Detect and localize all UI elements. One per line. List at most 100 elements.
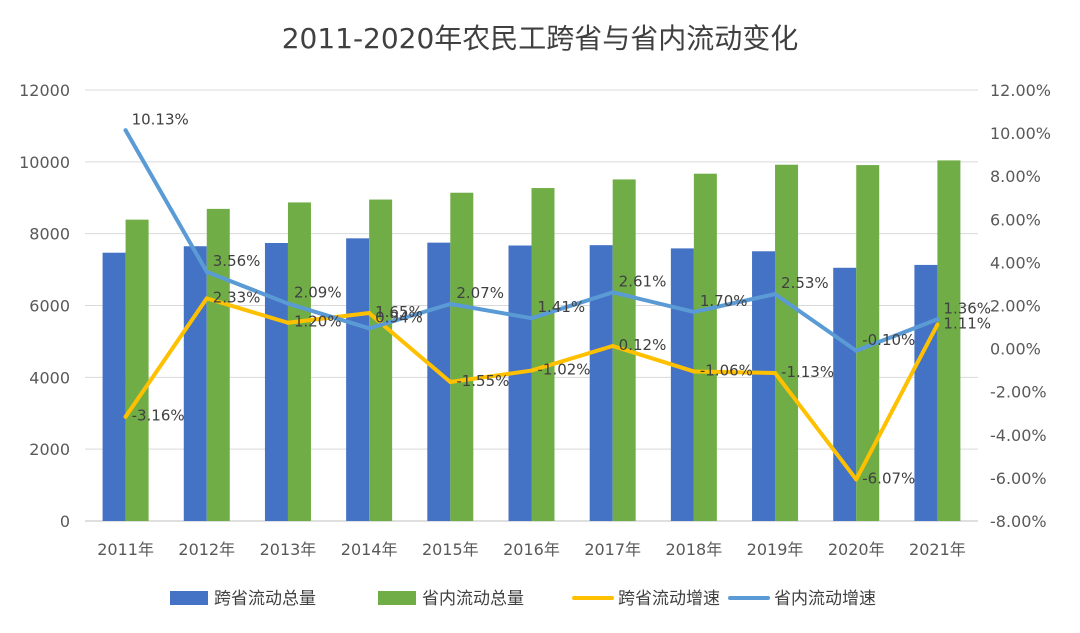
bar-cross-province	[670, 248, 694, 521]
bar-cross-province	[264, 243, 288, 521]
data-label: -1.55%	[456, 372, 509, 390]
data-label: 3.56%	[213, 252, 261, 270]
y-left-tick-label: 6000	[29, 297, 70, 316]
data-label: 2.53%	[781, 274, 829, 292]
bar-intra-province	[856, 165, 880, 521]
data-point	[610, 344, 615, 349]
bar-cross-province	[833, 267, 857, 521]
bar-intra-province	[369, 199, 393, 521]
x-tick-label: 2018年	[665, 540, 722, 559]
data-point	[285, 301, 290, 306]
x-tick-label: 2020年	[828, 540, 885, 559]
data-label: -1.13%	[781, 363, 834, 381]
data-point	[448, 380, 453, 385]
data-label: 1.11%	[943, 315, 991, 333]
y-right-tick-label: 2.00%	[990, 297, 1041, 316]
data-point	[448, 301, 453, 306]
data-point	[204, 296, 209, 301]
bar-intra-province	[775, 164, 799, 521]
data-point	[691, 309, 696, 314]
x-tick-label: 2014年	[341, 540, 398, 559]
y-right-tick-label: -8.00%	[990, 512, 1047, 531]
data-point	[773, 370, 778, 375]
x-tick-label: 2011年	[97, 540, 154, 559]
y-left-tick-label: 4000	[29, 368, 70, 387]
bar-cross-province	[183, 246, 207, 522]
data-label: -0.10%	[862, 331, 915, 349]
data-label: 2.07%	[456, 284, 504, 302]
legend-label: 跨省流动增速	[618, 589, 720, 609]
legend-swatch	[378, 591, 416, 605]
data-point	[529, 316, 534, 321]
y-right-tick-label: -6.00%	[990, 469, 1047, 488]
bar-intra-province	[531, 188, 555, 522]
legend-label: 跨省流动总量	[214, 589, 316, 609]
data-label: 1.20%	[294, 313, 342, 331]
legend-swatch	[170, 591, 208, 605]
data-point	[529, 368, 534, 373]
bar-intra-province	[287, 202, 311, 521]
x-tick-label: 2017年	[584, 540, 641, 559]
bar-cross-province	[427, 242, 451, 522]
x-tick-label: 2012年	[178, 540, 235, 559]
data-label: 2.09%	[294, 284, 342, 302]
data-point	[854, 348, 859, 353]
data-point	[285, 320, 290, 325]
data-point	[123, 414, 128, 419]
y-left-tick-label: 10000	[19, 153, 70, 172]
data-label: 0.12%	[619, 336, 667, 354]
data-label: 1.36%	[943, 299, 991, 317]
y-right-tick-label: 0.00%	[990, 340, 1041, 359]
bar-cross-province	[346, 238, 370, 522]
data-label: -1.02%	[538, 361, 591, 379]
data-label: -3.16%	[132, 407, 185, 425]
bar-intra-province	[206, 208, 230, 522]
bar-cross-province	[752, 251, 776, 521]
bar-intra-province	[693, 173, 717, 521]
data-point	[204, 269, 209, 274]
data-label: 0.94%	[375, 308, 423, 326]
y-right-tick-label: 6.00%	[990, 210, 1041, 229]
data-label: 10.13%	[132, 110, 189, 128]
data-label: 1.70%	[700, 292, 748, 310]
y-left-tick-label: 12000	[19, 81, 70, 100]
x-tick-label: 2013年	[260, 540, 317, 559]
bar-cross-province	[914, 264, 938, 521]
bar-intra-province	[125, 219, 149, 521]
data-label: 2.61%	[619, 272, 667, 290]
y-right-tick-label: 10.00%	[990, 124, 1051, 143]
y-left-tick-label: 8000	[29, 225, 70, 244]
x-tick-label: 2021年	[909, 540, 966, 559]
y-right-tick-label: -2.00%	[990, 383, 1047, 402]
x-tick-label: 2015年	[422, 540, 479, 559]
bar-cross-province	[102, 252, 126, 521]
bar-cross-province	[589, 245, 613, 521]
data-label: 2.33%	[213, 288, 261, 306]
x-tick-label: 2019年	[747, 540, 804, 559]
data-label: 1.41%	[538, 298, 586, 316]
y-right-tick-label: 8.00%	[990, 167, 1041, 186]
data-label: 1.65%	[375, 303, 423, 321]
data-label: -6.07%	[862, 469, 915, 487]
data-point	[691, 369, 696, 374]
legend-label: 省内流动总量	[422, 589, 524, 609]
data-point	[935, 322, 940, 327]
y-left-tick-label: 0	[60, 512, 70, 531]
bar-intra-province	[937, 160, 961, 521]
data-point	[123, 128, 128, 133]
data-point	[773, 292, 778, 297]
data-point	[610, 290, 615, 295]
data-point	[367, 311, 372, 316]
bar-intra-province	[450, 192, 474, 521]
data-point	[367, 326, 372, 331]
chart-title: 2011-2020年农民工跨省与省内流动变化	[282, 22, 799, 55]
y-right-tick-label: -4.00%	[990, 426, 1047, 445]
y-left-tick-label: 2000	[29, 440, 70, 459]
data-label: -1.06%	[700, 361, 753, 379]
y-right-tick-label: 12.00%	[990, 81, 1051, 100]
data-point	[854, 477, 859, 482]
y-right-tick-label: 4.00%	[990, 253, 1041, 272]
bar-cross-province	[508, 245, 532, 521]
